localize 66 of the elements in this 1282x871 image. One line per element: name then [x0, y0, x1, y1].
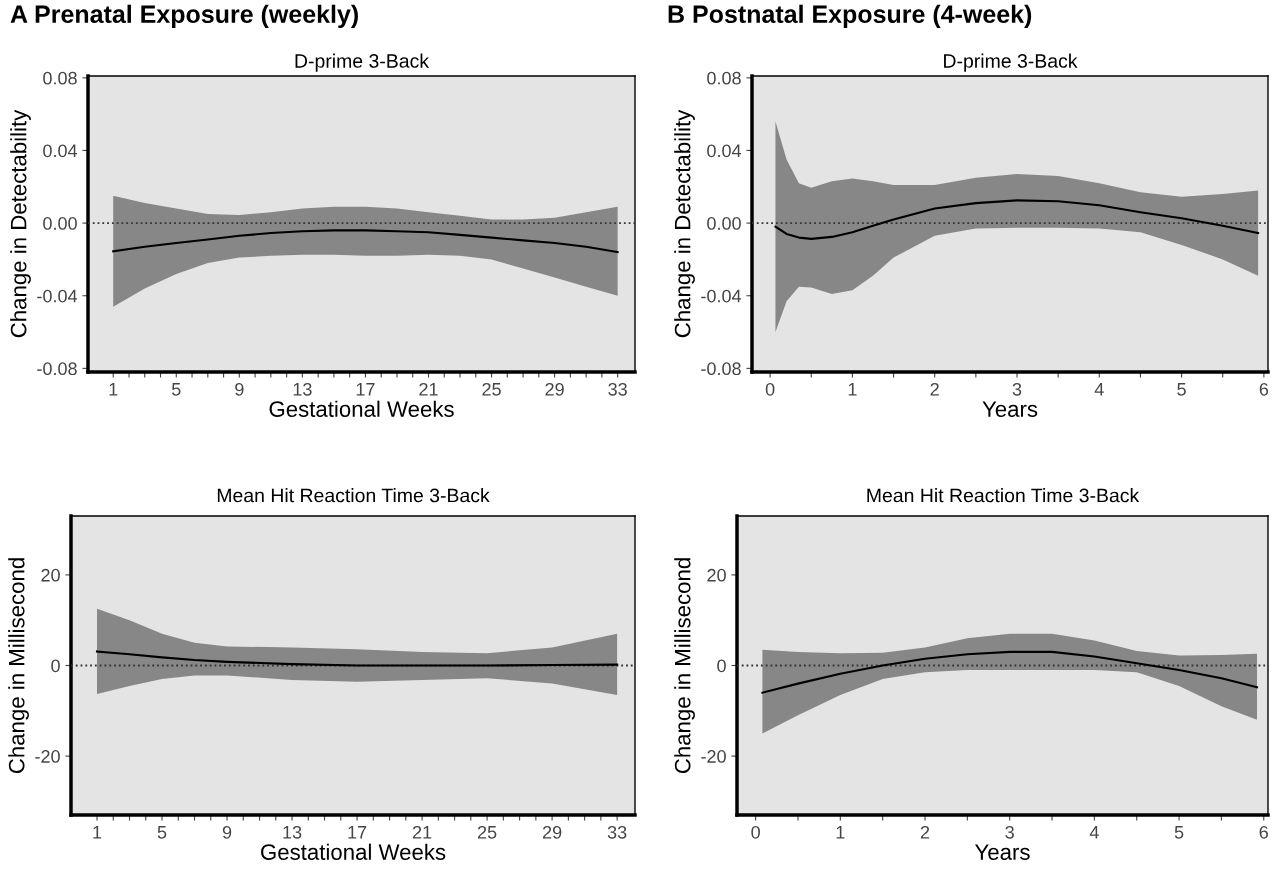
- x-axis-title: Years: [974, 844, 1030, 860]
- x-axis-title: Gestational Weeks: [269, 400, 454, 417]
- y-axis-title: Change in Detectability: [674, 109, 695, 338]
- y-tick-label: 0.08: [43, 71, 77, 85]
- y-tick-label: 0.08: [707, 71, 741, 85]
- x-tick-label: 21: [419, 382, 438, 396]
- x-tick-label: 25: [482, 382, 501, 396]
- x-tick-label: 17: [348, 826, 367, 839]
- y-tick-label: 0.04: [43, 144, 78, 158]
- x-tick-label: 3: [1012, 382, 1022, 396]
- line-series: [95, 650, 619, 667]
- x-tick-label: 2: [920, 825, 930, 839]
- x-tick-label: 29: [542, 825, 562, 839]
- x-tick-label: 2: [930, 382, 939, 396]
- x-tick-label: 1: [93, 826, 102, 839]
- x-tick-label: 5: [171, 383, 181, 396]
- x-tick-label: 4: [1089, 826, 1099, 839]
- chart-title: Mean Hit Reaction Time 3-Back: [867, 488, 1140, 503]
- x-tick-label: 3: [1005, 825, 1014, 839]
- y-tick-label: 0.00: [43, 217, 77, 230]
- x-tick-label: 6: [1259, 825, 1268, 839]
- x-tick-label: 13: [293, 382, 312, 396]
- x-tick-label: 9: [222, 825, 232, 839]
- line-series: [761, 650, 1259, 694]
- x-tick-label: 9: [235, 382, 244, 396]
- y-tick-label: 0: [717, 659, 726, 673]
- y-tick-label: 20: [41, 568, 60, 582]
- x-tick-label: 33: [608, 382, 627, 396]
- x-tick-label: 1: [836, 826, 845, 839]
- chart-title: Mean Hit Reaction Time 3-Back: [217, 488, 490, 503]
- x-tick-label: 0: [765, 382, 775, 396]
- x-tick-label: 0: [751, 825, 760, 839]
- chart-title: B Postnatal Exposure (4-week): [668, 4, 1032, 28]
- x-tick-label: 29: [545, 382, 564, 396]
- x-tick-label: 17: [356, 383, 375, 396]
- chart-subtitle: D-prime 3-Back: [944, 53, 1078, 72]
- x-tick-label: 13: [283, 825, 302, 839]
- y-tick-label: -20: [701, 750, 726, 763]
- line-series: [112, 229, 619, 254]
- y-tick-label: 20: [707, 568, 726, 582]
- x-tick-label: 1: [109, 383, 118, 396]
- x-tick-label: 4: [1094, 383, 1104, 396]
- y-tick-label: 0: [51, 659, 60, 673]
- y-tick-label: 0.00: [707, 217, 741, 230]
- x-tick-label: 25: [477, 825, 497, 839]
- x-tick-label: 6: [1259, 382, 1269, 396]
- x-tick-label: 21: [412, 825, 432, 839]
- x-tick-label: 1: [848, 383, 857, 396]
- y-tick-label: -0.04: [37, 289, 78, 303]
- chart-title: A Prenatal Exposure (weekly): [10, 4, 358, 28]
- y-axis-title: Change in Millisecond: [8, 558, 29, 774]
- y-axis-title: Change in Millisecond: [674, 558, 695, 774]
- x-tick-label: 5: [157, 826, 167, 839]
- x-tick-label: 5: [1177, 383, 1186, 396]
- y-tick-label: -20: [35, 750, 60, 763]
- y-tick-label: -0.08: [37, 362, 77, 376]
- line-series: [774, 199, 1260, 240]
- y-axis-title: Change in Detectability: [10, 109, 31, 338]
- y-tick-label: -0.04: [701, 289, 742, 303]
- y-tick-label: -0.08: [701, 362, 741, 376]
- chart-subtitle: D-prime 3-Back: [295, 53, 430, 72]
- y-tick-label: 0.04: [707, 144, 742, 158]
- x-tick-label: 33: [607, 825, 627, 839]
- x-tick-label: 5: [1174, 826, 1184, 839]
- x-axis-title: Gestational Weeks: [261, 843, 446, 860]
- x-axis-title: Years: [982, 401, 1038, 417]
